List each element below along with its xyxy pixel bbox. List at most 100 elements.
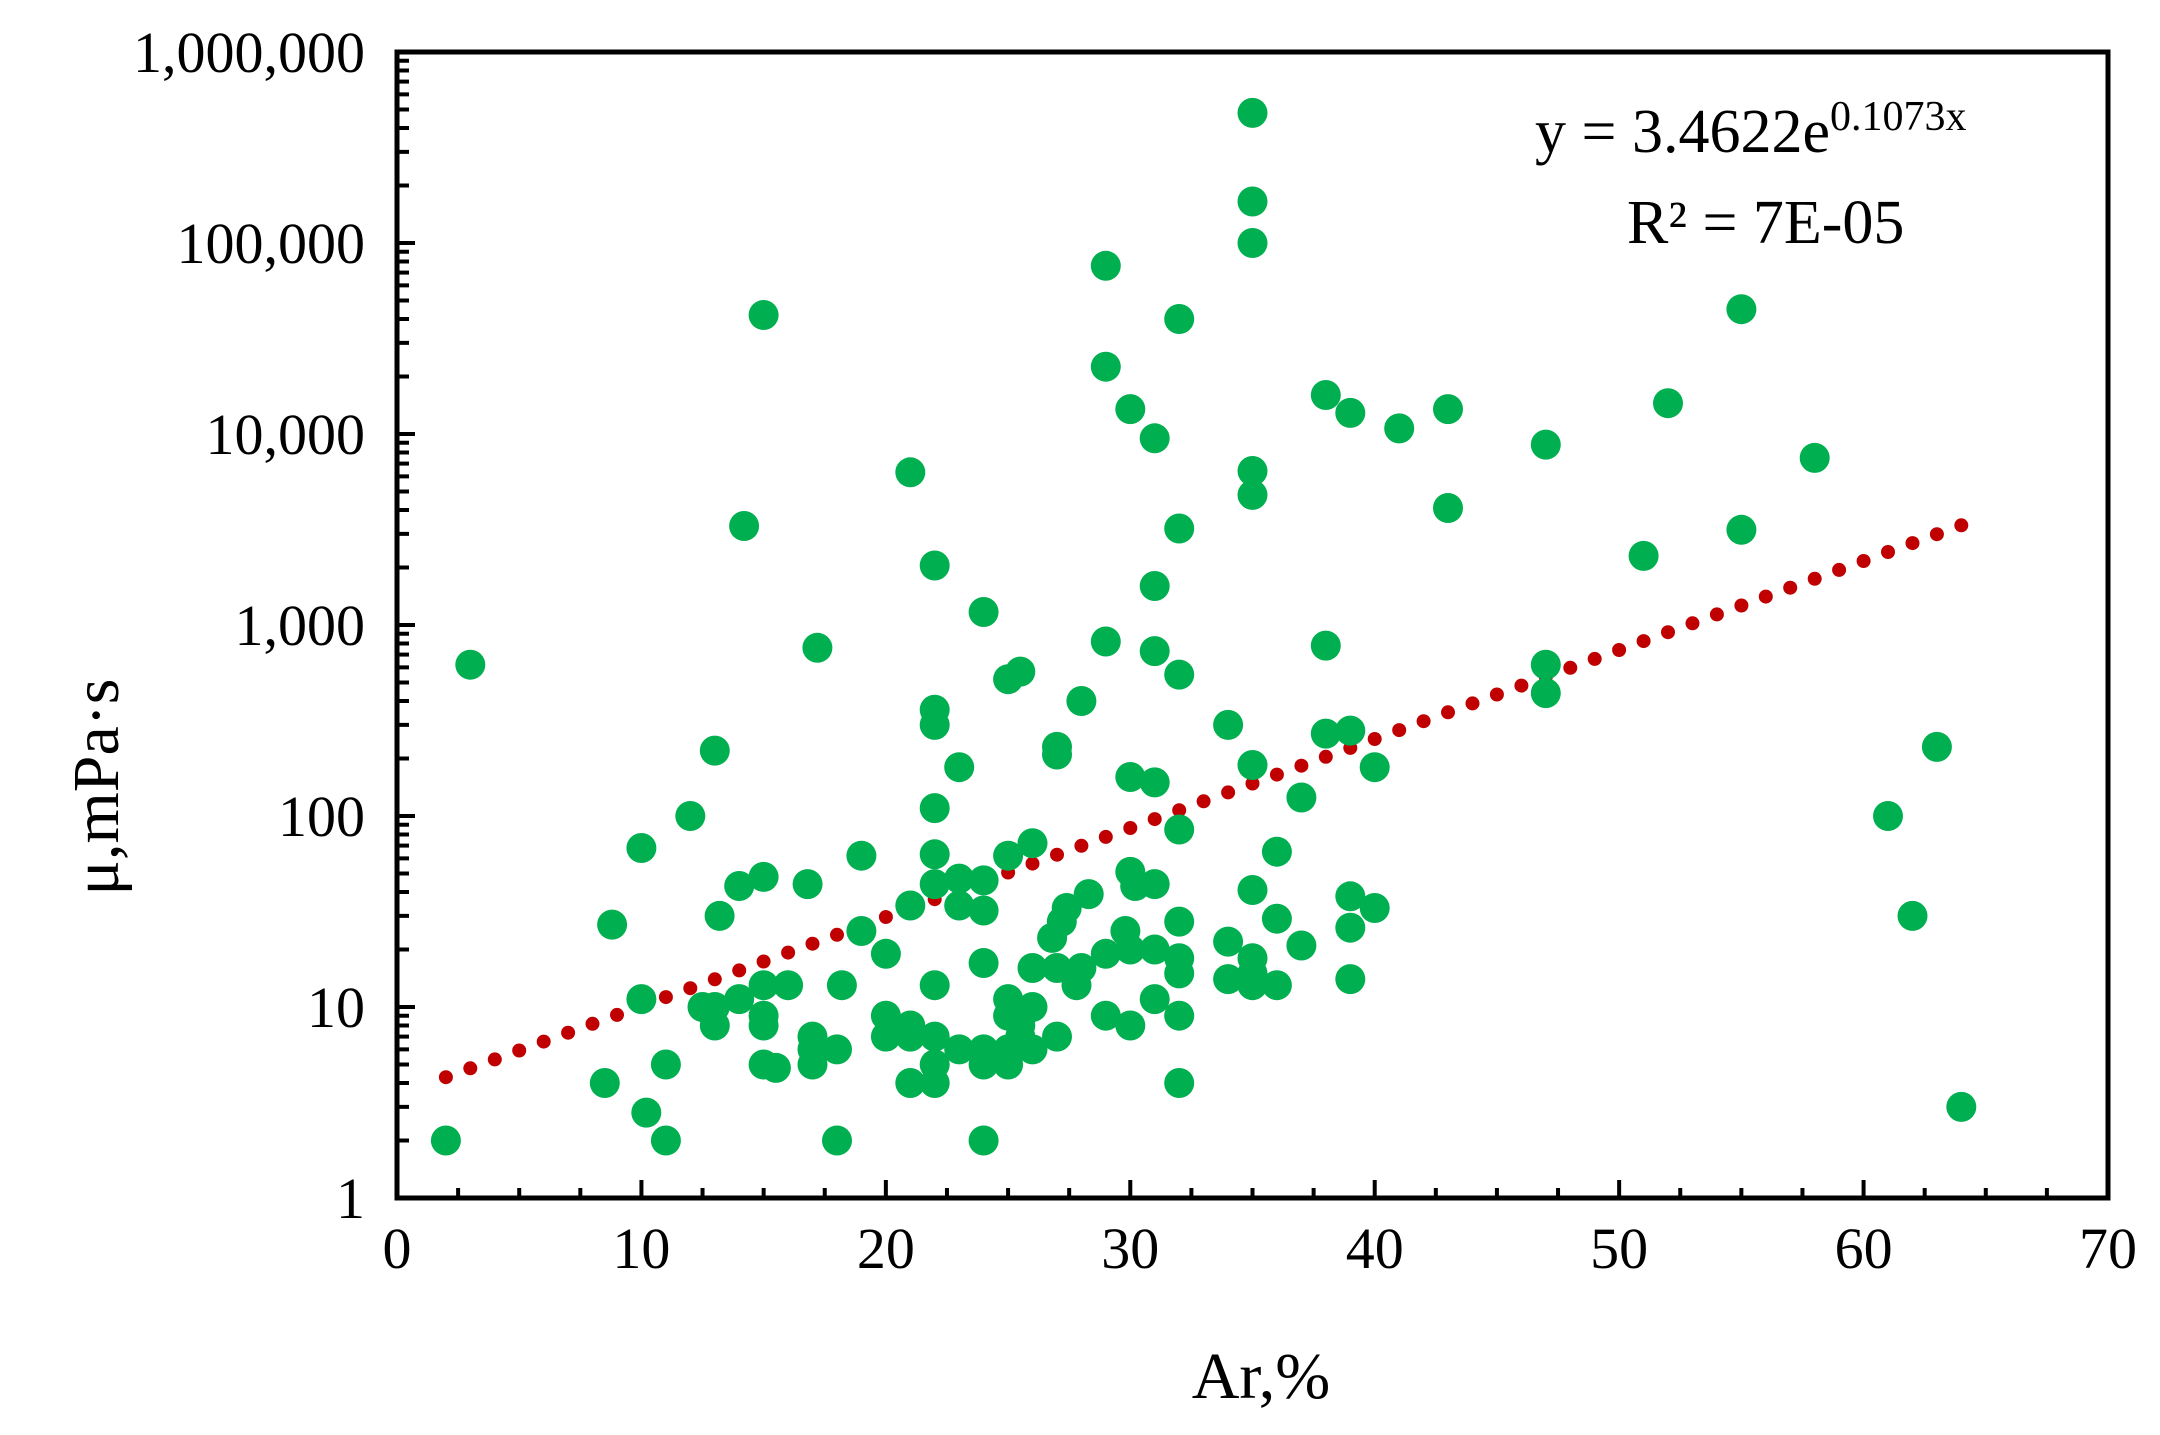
data-point [944, 1034, 975, 1065]
data-point [650, 1125, 681, 1156]
trendline-dot [487, 1052, 502, 1067]
y-tick-label: 1,000,000 [133, 20, 365, 85]
trendline-dot [1954, 518, 1969, 533]
trendline-dot [732, 963, 747, 978]
data-point [1115, 1010, 1146, 1041]
data-point [1873, 801, 1903, 831]
data-point [650, 1049, 681, 1080]
data-point [1090, 351, 1121, 382]
data-point [1237, 186, 1268, 217]
data-point [792, 869, 823, 900]
data-point [968, 597, 999, 627]
data-point [1164, 958, 1195, 989]
data-point [944, 863, 975, 894]
trendline-dot [610, 1007, 624, 1022]
trendline-dot [1587, 651, 1602, 666]
trendline-dot [1881, 545, 1895, 559]
trendline-dot [1807, 571, 1822, 586]
data-point [1213, 964, 1244, 995]
trendline-dot [1392, 723, 1407, 738]
trendline-dot [1612, 643, 1627, 657]
x-tick-label: 30 [1101, 1216, 1159, 1281]
data-point [1005, 656, 1036, 687]
data-point [1310, 380, 1341, 410]
data-point [895, 457, 926, 488]
data-point [1946, 1091, 1977, 1122]
data-point [826, 970, 857, 1001]
data-point [1335, 881, 1366, 912]
data-point [919, 709, 950, 740]
data-point [822, 1125, 852, 1156]
data-point [1310, 630, 1341, 661]
data-point [1237, 456, 1268, 486]
data-point [1237, 228, 1268, 258]
data-point [968, 1125, 999, 1156]
data-point [1017, 828, 1048, 859]
data-point [919, 839, 950, 870]
data-point [968, 865, 999, 896]
data-point [1237, 479, 1268, 510]
data-point [1066, 953, 1097, 983]
trendline-dot [1636, 634, 1651, 649]
data-point [1164, 1068, 1195, 1098]
data-point [1164, 304, 1195, 334]
trendline-dot [1221, 785, 1236, 800]
data-point [1261, 836, 1292, 867]
data-point [1359, 752, 1390, 783]
trendline-dot [1367, 732, 1382, 746]
y-tick-label: 100 [278, 784, 365, 849]
data-point [1139, 767, 1170, 798]
data-point [1164, 1000, 1195, 1031]
data-point [1921, 731, 1952, 762]
data-point [1164, 906, 1195, 937]
data-point [1359, 893, 1390, 923]
data-point [944, 752, 975, 783]
y-axis-title: μ,mPa·s [60, 679, 133, 896]
data-point [1139, 423, 1170, 454]
data-point [993, 840, 1024, 871]
trendline-dot [1123, 821, 1138, 835]
x-tick-label: 40 [1346, 1216, 1404, 1281]
data-point [1335, 715, 1366, 746]
data-point [870, 938, 901, 969]
trendline-dot [781, 945, 796, 960]
data-point [1164, 814, 1195, 845]
data-point [1139, 934, 1170, 965]
data-point [455, 649, 486, 680]
data-point [919, 1068, 950, 1098]
trendline-dot [878, 910, 893, 924]
data-point [1090, 938, 1121, 969]
trendline-dot [1465, 696, 1480, 711]
data-point [1073, 879, 1104, 910]
x-tick-label: 50 [1590, 1216, 1648, 1281]
data-point [1628, 540, 1659, 571]
tick-labels: 0 10 20 30 40 50 60 70 1 10 100 1,000 10,000 100,000 1… [133, 20, 2137, 1281]
data-point [1799, 442, 1830, 473]
data-point [1213, 709, 1244, 740]
data-point [895, 890, 926, 921]
data-point [597, 909, 628, 940]
data-point [1335, 912, 1366, 943]
trendline-dot [1098, 829, 1113, 844]
data-point [1261, 903, 1292, 934]
data-point [1115, 762, 1146, 792]
data-point [1017, 953, 1048, 983]
data-point [1090, 1000, 1121, 1031]
data-point [1335, 397, 1366, 428]
data-point [724, 871, 755, 901]
data-point [1139, 636, 1170, 667]
data-point [919, 869, 950, 900]
data-point [748, 970, 779, 1001]
trendline-dot [1025, 856, 1040, 871]
data-point [1261, 970, 1292, 1001]
data-point [1237, 875, 1268, 905]
data-points [430, 97, 1977, 1156]
data-point [589, 1068, 620, 1098]
data-point [1042, 1021, 1072, 1052]
trendline-dot [1783, 580, 1798, 595]
data-point [1726, 294, 1757, 325]
data-point [1115, 394, 1146, 425]
data-point [748, 861, 779, 892]
x-tick-label: 60 [1835, 1216, 1893, 1281]
